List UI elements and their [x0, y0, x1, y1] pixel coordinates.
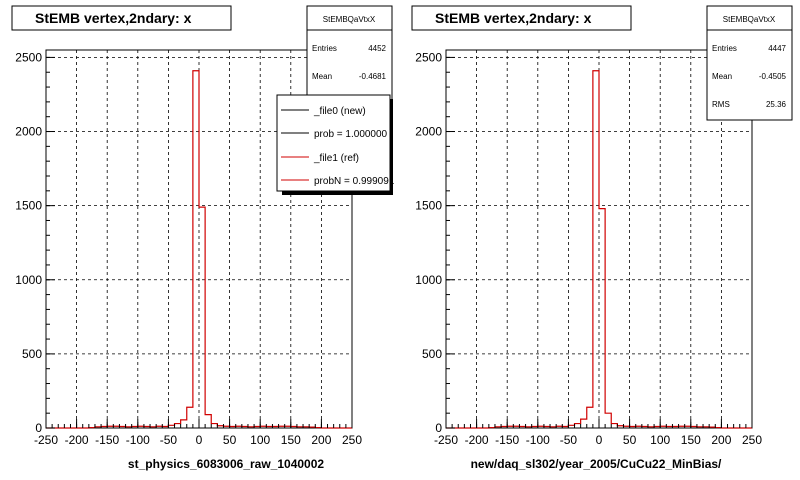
right-x-tick-label: 0 — [596, 433, 603, 447]
right-stats-box: StEMBQaVtxX Entries 4447 Mean -0.4505 RM… — [706, 5, 793, 121]
right-x-tick-label: 200 — [711, 433, 731, 447]
left-x-label: st_physics_6083006_raw_1040002 — [128, 457, 324, 471]
right-y-tick-label: 2000 — [415, 125, 442, 139]
right-x-tick-label: -150 — [495, 433, 519, 447]
right-axis-ticks: -250 -200 -150 -100 -50 0 50 100 150 200 250050010… — [415, 50, 762, 447]
legend-label-file1: _file1 (ref) — [313, 153, 359, 164]
left-x-tick-label: 100 — [250, 433, 270, 447]
left-x-tick-label: 150 — [281, 433, 301, 447]
legend-label-probn: probN = 0.999091 — [314, 176, 395, 187]
left-x-tick-label: 200 — [311, 433, 331, 447]
left-stats-name: StEMBQaVtxX — [323, 15, 376, 24]
left-axis-ticks: -250 -200 -150 -100 -50 0 50 100 150 200 250050010… — [15, 50, 362, 447]
right-stats-rms-label: RMS — [712, 100, 730, 109]
left-x-tick-label: 0 — [196, 433, 203, 447]
right-stats-entries: 4447 — [768, 44, 786, 53]
legend-label-file0: _file0 (new) — [313, 106, 366, 117]
left-title: StEMB vertex,2ndary: x — [35, 10, 192, 26]
right-stats-mean: -0.4505 — [759, 72, 787, 81]
right-stats-name: StEMBQaVtxX — [723, 15, 776, 24]
left-title-box — [11, 5, 232, 31]
right-stats-rms: 25.36 — [766, 100, 787, 109]
right-x-tick-label: 50 — [623, 433, 637, 447]
left-y-tick-label: 500 — [22, 347, 42, 361]
left-y-tick-label: 0 — [35, 421, 42, 435]
right-title-box — [411, 5, 632, 31]
left-x-tick-label: -200 — [65, 433, 89, 447]
right-x-tick-label: -250 — [434, 433, 458, 447]
right-stats-entries-label: Entries — [712, 44, 737, 53]
right-y-tick-label: 2500 — [415, 50, 442, 64]
legend-label-prob: prob = 1.000000 — [314, 129, 388, 140]
left-x-tick-label: 50 — [223, 433, 237, 447]
right-title: StEMB vertex,2ndary: x — [435, 10, 592, 26]
right-x-tick-label: 150 — [681, 433, 701, 447]
left-x-tick-label: -150 — [95, 433, 119, 447]
right-panel: -250 -200 -150 -100 -50 0 50 100 150 200 250050010… — [411, 5, 793, 471]
right-x-tick-label: 100 — [650, 433, 670, 447]
left-x-tick-label: -50 — [160, 433, 178, 447]
left-y-tick-label: 1500 — [15, 199, 42, 213]
left-x-tick-label: 250 — [342, 433, 362, 447]
left-stats-entries-label: Entries — [312, 44, 337, 53]
left-y-tick-label: 2000 — [15, 125, 42, 139]
right-y-tick-label: 1000 — [415, 273, 442, 287]
left-y-tick-label: 1000 — [15, 273, 42, 287]
left-panel: -250 -200 -150 -100 -50 0 50 100 150 200 250050010… — [11, 5, 395, 471]
left-x-tick-label: -100 — [126, 433, 150, 447]
right-x-tick-label: 250 — [742, 433, 762, 447]
right-x-label: new/daq_sl302/year_2005/CuCu22_MinBias/ — [471, 457, 722, 471]
right-x-tick-label: -200 — [465, 433, 489, 447]
left-legend: _file0 (new) prob = 1.000000 _file1 (ref… — [276, 94, 395, 195]
right-x-tick-label: -100 — [526, 433, 550, 447]
left-stats-entries: 4452 — [368, 44, 386, 53]
right-y-tick-label: 0 — [435, 421, 442, 435]
left-y-tick-label: 2500 — [15, 50, 42, 64]
left-stats-mean-label: Mean — [312, 72, 332, 81]
left-stats-box: StEMBQaVtxX Entries 4452 Mean -0.4681 — [306, 5, 393, 103]
right-stats-mean-label: Mean — [712, 72, 732, 81]
right-x-tick-label: -50 — [560, 433, 578, 447]
left-x-tick-label: -250 — [34, 433, 58, 447]
left-stats-mean: -0.4681 — [359, 72, 387, 81]
right-y-tick-label: 500 — [422, 347, 442, 361]
right-y-tick-label: 1500 — [415, 199, 442, 213]
